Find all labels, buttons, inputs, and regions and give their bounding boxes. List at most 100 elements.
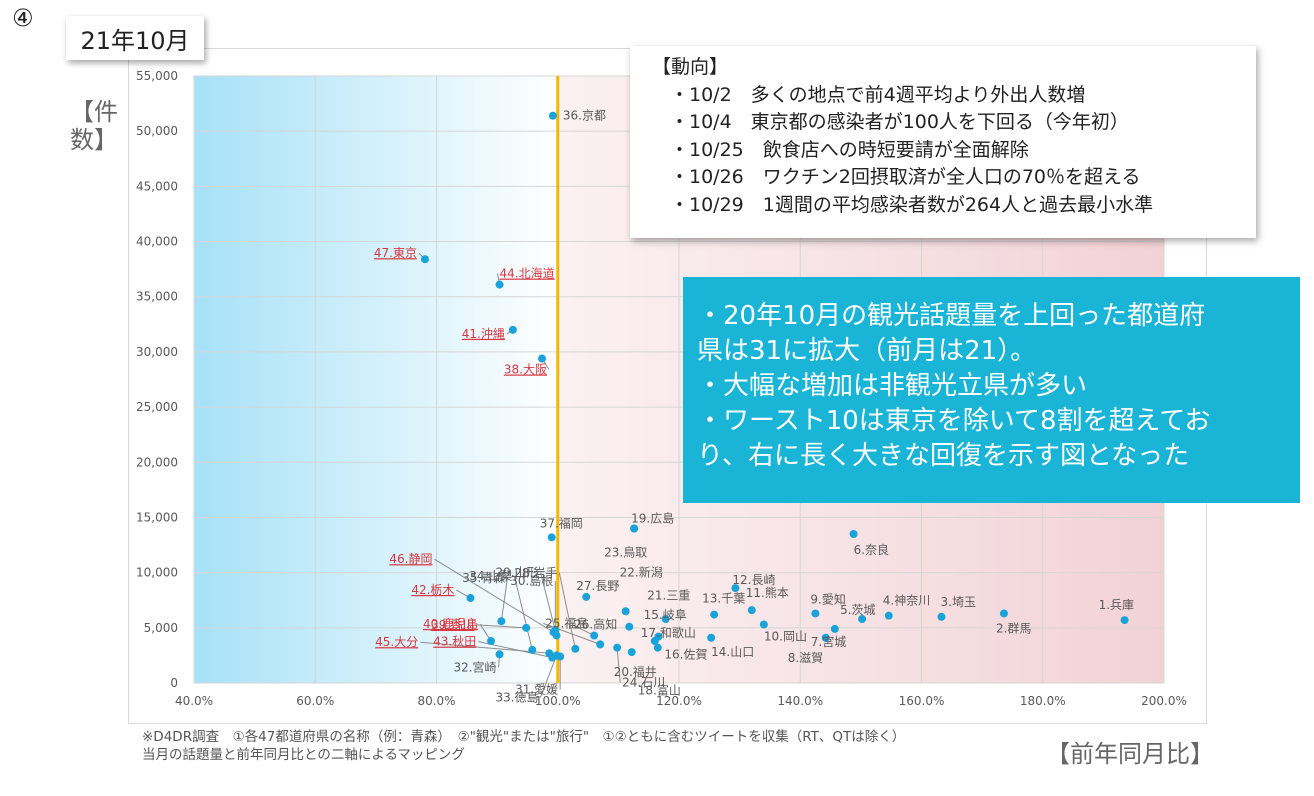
footnote-line-1: ※D4DR調査 ①各47都道府県の名称（例：青森） ②"観光"または"旅行" ①… <box>142 729 906 745</box>
point-label: 25.福島 <box>545 615 588 630</box>
point-label: 44.北海道 <box>500 266 555 281</box>
data-point <box>582 592 591 601</box>
data-point <box>884 611 893 620</box>
footnote-line-2: 当月の話題量と前年同月比との二軸によるマッピング <box>142 747 465 763</box>
point-label: 28.岩手 <box>514 565 557 580</box>
point-label: 5.茨城 <box>840 603 875 617</box>
point-label: 11.熊本 <box>746 585 789 600</box>
point-label: 8.滋賀 <box>788 651 823 665</box>
summary-line: ・大幅な増加は非観光立県が多い <box>697 371 1088 401</box>
y-tick-label: 5,000 <box>144 621 178 635</box>
x-tick-label: 200.0% <box>1141 694 1187 708</box>
point-label: 16.佐賀 <box>664 648 707 662</box>
data-point <box>710 610 719 619</box>
data-point <box>849 530 858 539</box>
y-tick-label: 40,000 <box>136 235 178 249</box>
point-label: 47.東京 <box>374 246 417 260</box>
point-label: 45.大分 <box>375 635 418 649</box>
point-label: 18.富山 <box>638 683 681 698</box>
data-point <box>821 633 830 642</box>
leader-line <box>420 641 550 654</box>
data-point <box>545 649 554 658</box>
point-label: 14.山口 <box>711 645 754 659</box>
y-tick-label: 55,000 <box>136 69 178 83</box>
y-tick-label: 20,000 <box>136 455 178 469</box>
data-point <box>613 643 622 652</box>
x-tick-label: 100.0% <box>535 694 581 708</box>
data-point <box>811 609 820 618</box>
data-point <box>495 650 504 659</box>
data-point <box>707 633 716 642</box>
y-tick-label: 15,000 <box>136 510 178 524</box>
trend-item: ・10/25 飲食店への時短要請が全面解除 <box>670 138 1029 161</box>
leader-line <box>540 572 558 636</box>
point-label: 41.沖縄 <box>462 326 505 341</box>
trend-title: 【動向】 <box>652 56 729 78</box>
data-point <box>495 280 504 289</box>
data-point <box>549 628 558 637</box>
x-tick-label: 120.0% <box>656 694 702 708</box>
leader-line <box>434 558 554 633</box>
y-axis-label: 【件数】 <box>70 98 118 154</box>
point-label: 20.福井 <box>614 664 657 679</box>
x-tick-label: 180.0% <box>1020 694 1066 708</box>
data-point <box>858 614 867 623</box>
point-label: 42.栃木 <box>411 583 454 597</box>
point-label: 46.静岡 <box>389 552 432 566</box>
data-point <box>487 637 496 646</box>
data-point <box>661 614 670 623</box>
point-label: 33.徳島 <box>495 689 538 704</box>
leader-line <box>513 575 533 651</box>
data-point <box>759 620 768 629</box>
leader-line <box>476 624 527 629</box>
point-label: 6.奈良 <box>854 542 889 557</box>
data-point <box>621 607 630 616</box>
point-label: 35.青森 <box>462 570 505 585</box>
month-label: 21年10月 <box>66 16 204 60</box>
x-tick-label: 80.0% <box>417 694 455 708</box>
point-label: 7.宮城 <box>811 634 846 649</box>
data-point <box>508 325 517 334</box>
x-tick-label: 60.0% <box>296 694 334 708</box>
data-point <box>537 354 546 363</box>
point-label: 32.宮崎 <box>453 659 496 674</box>
data-point <box>547 533 556 542</box>
data-point <box>650 637 659 646</box>
data-point <box>731 584 740 593</box>
summary-line: ・ワースト10は東京を除いて8割を超えてお <box>697 406 1211 436</box>
y-tick-label: 45,000 <box>136 179 178 193</box>
x-axis-label: 【前年同月比】 <box>1046 740 1214 768</box>
trend-box: 【動向】 ・10/2 多くの地点で前4週平均より外出人数増 ・10/4 東京都の… <box>630 46 1256 238</box>
point-label: 43.秋田 <box>433 635 476 649</box>
point-label: 1.兵庫 <box>1099 598 1134 612</box>
x-tick-label: 140.0% <box>777 694 823 708</box>
data-point <box>596 640 605 649</box>
y-tick-label: 30,000 <box>136 345 178 359</box>
point-label: 27.長野 <box>576 579 619 593</box>
point-label: 37.福岡 <box>540 515 583 530</box>
point-label: 13.千葉 <box>702 592 745 606</box>
trend-item: ・10/29 1週間の平均感染者数が264人と過去最小水準 <box>670 193 1154 216</box>
summary-box: ・20年10月の観光話題量を上回った都道府 県は31に拡大（前月は21）。 ・大… <box>683 277 1300 503</box>
data-point <box>497 617 506 626</box>
leader-line <box>558 572 576 649</box>
trend-item: ・10/4 東京都の感染者が100人を下回る（今年初） <box>670 111 1129 133</box>
summary-line: 県は31に拡大（前月は21）。 <box>697 336 1037 366</box>
point-label: 38.大阪 <box>504 363 547 377</box>
point-label: 34.山梨 <box>469 569 512 583</box>
point-label: 21.三重 <box>647 589 690 603</box>
data-point <box>528 645 537 654</box>
leader-line <box>616 647 621 683</box>
data-point <box>627 648 636 657</box>
point-label: 26.高知 <box>574 617 617 632</box>
point-label: 4.神奈川 <box>883 594 930 608</box>
point-label: 30.島根 <box>510 573 553 588</box>
point-label: 24.石川 <box>622 676 665 690</box>
y-tick-label: 25,000 <box>136 400 178 414</box>
below-100-zone <box>194 76 558 683</box>
data-point <box>522 623 531 632</box>
point-label: 39.香川 <box>431 618 474 632</box>
data-point <box>420 255 429 264</box>
leader-line <box>540 655 558 698</box>
x-tick-label: 160.0% <box>899 694 945 708</box>
